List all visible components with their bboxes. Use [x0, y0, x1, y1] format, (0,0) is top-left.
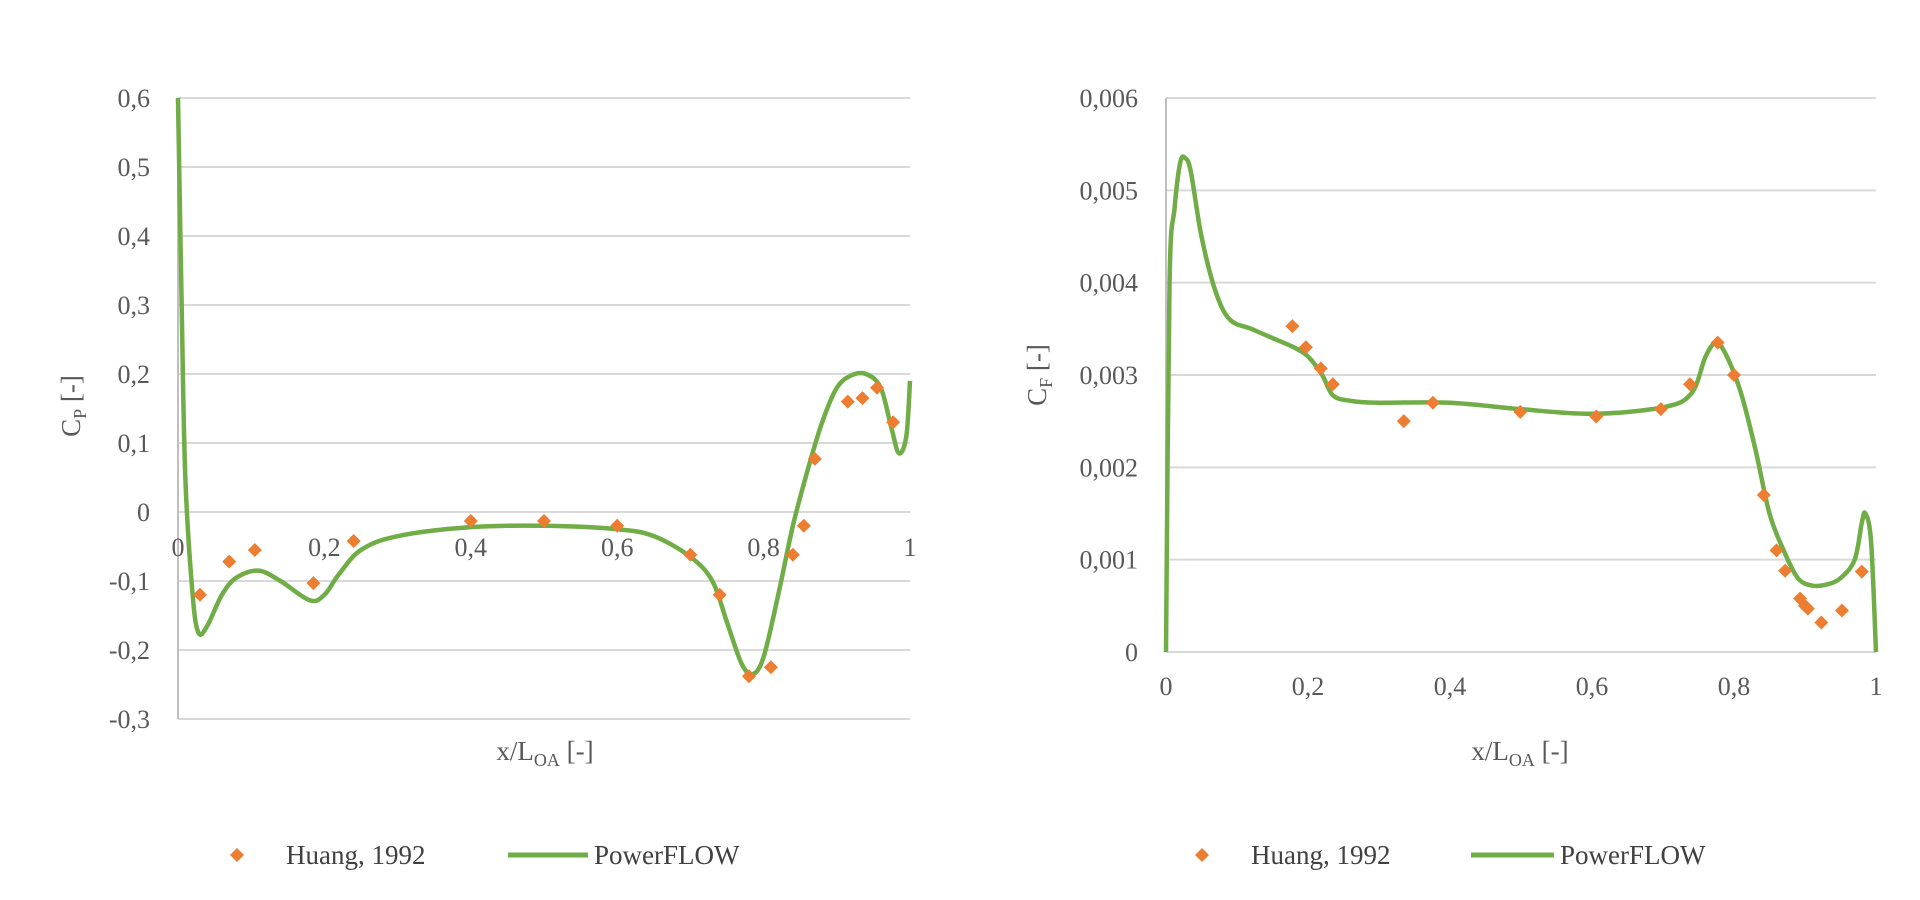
y-tick-label: 0,4 [118, 222, 151, 251]
data-point-huang [1325, 377, 1340, 392]
legend-label-huang: Huang, 1992 [286, 840, 425, 870]
x-axis-title: x/LOA [-] [1471, 736, 1568, 770]
y-tick-label: 0,001 [1080, 546, 1139, 575]
data-point-huang [1756, 488, 1771, 503]
data-point-huang [346, 533, 361, 548]
y-tick-label: 0,3 [118, 291, 151, 320]
data-point-huang [1513, 404, 1528, 419]
data-point-huang [463, 513, 478, 528]
data-point-huang [807, 451, 822, 466]
y-tick-label: -0,1 [109, 567, 150, 596]
data-point-huang [886, 415, 901, 430]
y-tick-label: 0,002 [1080, 453, 1139, 482]
data-point-huang [1589, 409, 1604, 424]
x-axis-title-sub: OA [1509, 750, 1535, 770]
data-point-huang [1854, 564, 1869, 579]
chart-2: 0 0,001 0,002 0,003 0,004 0,005 0,006 0 0,2 0,4 0,… [1022, 84, 1883, 870]
data-point-huang [537, 513, 551, 528]
y-axis-title-suffix: [-] [1022, 344, 1052, 378]
data-point-huang [1778, 563, 1793, 578]
data-point-huang [741, 669, 756, 684]
data-point-huang [683, 547, 698, 562]
legend-marker-huang [230, 848, 244, 862]
legend-marker-huang [1195, 848, 1209, 862]
data-point-huang [1653, 402, 1668, 417]
data-point-huang [192, 587, 207, 602]
x-tick-label: 0,4 [1434, 672, 1467, 701]
y-axis-title-main: C [1022, 388, 1052, 406]
data-point-huang [1298, 340, 1313, 355]
y-tick-label: 0,5 [118, 153, 151, 182]
y-tick-label: 0 [137, 498, 150, 527]
x-tick-label: 0,2 [308, 533, 341, 562]
data-point-huang [1682, 377, 1697, 392]
data-point-huang [1769, 543, 1784, 558]
x-axis-title-main: x/L [1471, 736, 1509, 766]
x-tick-label: 1 [1870, 672, 1883, 701]
y-tick-label: 0,005 [1080, 176, 1139, 205]
chart-1: -0,3 -0,2 -0,1 0 0,1 0,2 0,3 0,4 0,5 0,6 0 0,2 0,4 0,… [56, 84, 917, 870]
data-point-huang [855, 391, 870, 406]
x-tick-label: 0,8 [747, 533, 780, 562]
data-point-huang [1710, 335, 1725, 350]
x-axis-title-suffix: [-] [560, 736, 594, 766]
y-axis-title-sub: F [1036, 378, 1056, 388]
y-tick-label: 0 [1125, 638, 1138, 667]
x-axis-title-main: x/L [496, 736, 534, 766]
x-tick-label: 0,6 [601, 533, 634, 562]
data-point-huang [1313, 361, 1328, 376]
data-point-huang [247, 542, 262, 557]
x-tick-label: 0,4 [455, 533, 488, 562]
data-point-huang [870, 380, 885, 395]
x-tick-label: 0 [172, 533, 185, 562]
y-tick-label: 0,004 [1080, 269, 1139, 298]
data-point-huang [222, 554, 237, 569]
y-axis-title-sub: P [70, 409, 90, 419]
data-point-huang [1814, 615, 1829, 630]
data-point-huang [785, 547, 800, 562]
legend-label-huang: Huang, 1992 [1251, 840, 1390, 870]
data-point-huang [1834, 603, 1849, 618]
y-tick-label: -0,2 [109, 636, 150, 665]
data-point-huang [1396, 414, 1411, 429]
y-axis-title-main: C [56, 419, 86, 437]
y-tick-label: 0,1 [118, 429, 151, 458]
data-point-huang [712, 587, 727, 602]
y-tick-label: 0,003 [1080, 361, 1139, 390]
x-tick-label: 0,8 [1718, 672, 1751, 701]
data-point-huang [1285, 319, 1300, 334]
data-point-huang [763, 660, 778, 675]
x-tick-label: 0,2 [1292, 672, 1325, 701]
x-axis-title-suffix: [-] [1535, 736, 1569, 766]
y-tick-label: 0,2 [118, 360, 151, 389]
data-point-huang [796, 518, 811, 533]
x-tick-label: 0 [1160, 672, 1173, 701]
y-axis-title: CF [-] [1022, 344, 1056, 406]
series-line-powerflow [1163, 154, 1879, 653]
series-line-powerflow [175, 97, 913, 677]
legend-label-powerflow: PowerFLOW [1560, 840, 1706, 870]
x-tick-label: 0,6 [1576, 672, 1609, 701]
legend-label-powerflow: PowerFLOW [594, 840, 740, 870]
y-axis-title: CP [-] [56, 375, 90, 437]
data-point-huang [1727, 368, 1741, 382]
data-point-huang [1425, 395, 1440, 410]
x-axis-title-sub: OA [534, 750, 560, 770]
data-point-huang [840, 394, 855, 409]
data-point-huang [306, 576, 321, 591]
y-tick-label: -0,3 [109, 705, 150, 734]
y-axis-title-suffix: [-] [56, 375, 86, 409]
y-tick-label: 0,6 [118, 84, 151, 113]
x-tick-label: 1 [904, 533, 917, 562]
data-point-huang [610, 518, 625, 533]
data-point-huang [1800, 601, 1815, 616]
y-tick-label: 0,006 [1080, 84, 1139, 113]
x-axis-title: x/LOA [-] [496, 736, 593, 770]
